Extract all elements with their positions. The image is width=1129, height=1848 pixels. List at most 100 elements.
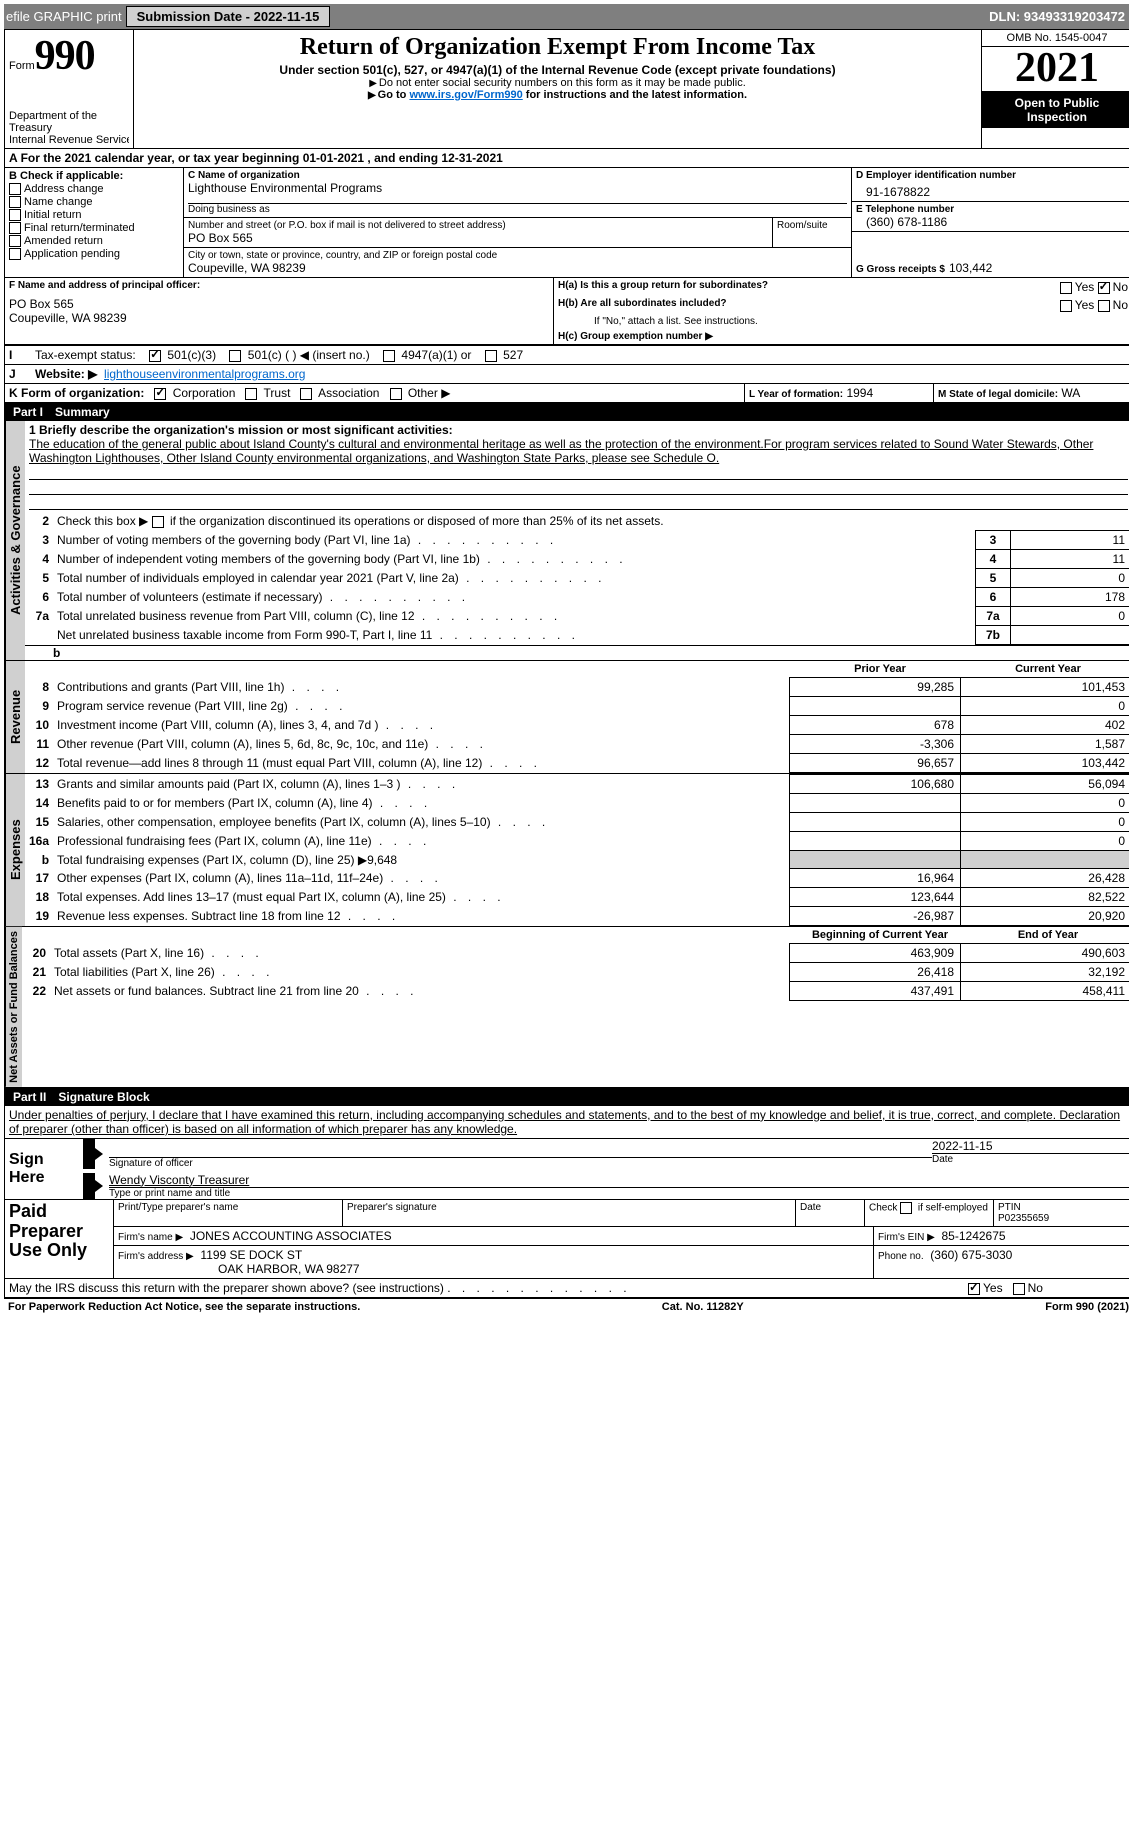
summary-line: 11Other revenue (Part VIII, column (A), … [25,735,1129,754]
header-right: OMB No. 1545-0047 2021 Open to Public In… [981,30,1129,148]
form-title: Return of Organization Exempt From Incom… [140,34,975,61]
ha-no: No [1113,280,1128,294]
discuss-yes: Yes [983,1281,1003,1295]
l-label: L Year of formation: [749,389,843,400]
dln-label: DLN: 93493319203472 [983,9,1129,24]
hc-label: H(c) Group exemption number ▶ [554,329,717,344]
ha-yes-checkbox[interactable] [1060,282,1072,294]
g-label: G Gross receipts $ [856,264,945,275]
opt-4947: 4947(a)(1) or [401,348,471,362]
checkbox-final-return[interactable] [9,222,21,234]
501c-checkbox[interactable] [229,350,241,362]
submission-date-button[interactable]: Submission Date - 2022-11-15 [126,6,331,27]
side-activities-governance: Activities & Governance [5,421,25,660]
checkbox-app-pending[interactable] [9,248,21,260]
sig-officer-label: Signature of officer [109,1158,932,1169]
open-public-badge: Open to Public Inspection [982,92,1129,128]
checkbox-amended[interactable] [9,235,21,247]
line2-checkbox[interactable] [152,516,164,528]
period-end: 12-31-2021 [441,151,502,165]
part-ii-label: Part II [13,1090,46,1104]
dba-label: Doing business as [188,204,847,215]
opt-501c: 501(c) ( ) ◀ (insert no.) [248,348,370,362]
tax-year: 2021 [982,47,1129,92]
period-begin: 01-01-2021 [303,151,364,165]
summary-line: 3Number of voting members of the governi… [25,531,1129,550]
checkbox-address-change[interactable] [9,183,21,195]
side-net-assets: Net Assets or Fund Balances [5,927,22,1087]
summary-line: 6Total number of volunteers (estimate if… [25,588,1129,607]
goto-pre: Go to [378,89,410,101]
section-b: B Check if applicable: Address change Na… [5,168,184,278]
527-checkbox[interactable] [485,350,497,362]
k-label: K Form of organization: [9,386,144,400]
form-subtitle: Under section 501(c), 527, or 4947(a)(1)… [140,63,975,77]
website-link[interactable]: lighthouseenvironmentalprograms.org [104,367,305,381]
corp-checkbox[interactable] [154,388,166,400]
firm-name: JONES ACCOUNTING ASSOCIATES [190,1229,392,1243]
summary-line: 15Salaries, other compensation, employee… [25,813,1129,832]
4947-checkbox[interactable] [383,350,395,362]
irs-link[interactable]: www.irs.gov/Form990 [409,89,522,101]
street-address: PO Box 565 [188,231,768,245]
summary-line: 7aTotal unrelated business revenue from … [25,607,1129,626]
checkbox-name-change[interactable] [9,196,21,208]
firm-phone-label: Phone no. [878,1251,924,1262]
state-domicile: WA [1061,386,1080,400]
col-current: Current Year [964,661,1129,677]
footer: For Paperwork Reduction Act Notice, see … [4,1299,1129,1315]
discuss-row: May the IRS discuss this return with the… [5,1279,1129,1298]
self-employed-checkbox[interactable] [900,1202,912,1214]
app-pending-label: Application pending [24,248,120,260]
k-l-m-row: K Form of organization: Corporation Trus… [5,384,1129,403]
opt-assoc: Association [318,386,379,400]
summary-line: 22Net assets or fund balances. Subtract … [22,982,1129,1001]
form-number: 990 [35,33,95,79]
city-state-zip: Coupeville, WA 98239 [188,261,847,275]
hb-yes-checkbox[interactable] [1060,300,1072,312]
org-info-block: B Check if applicable: Address change Na… [5,168,1129,278]
other-checkbox[interactable] [390,388,402,400]
year-formation: 1994 [846,386,873,400]
summary-line: 4Number of independent voting members of… [25,550,1129,569]
website-row: J Website: ▶ lighthouseenvironmentalprog… [5,365,1129,384]
summary-line: 13Grants and similar amounts paid (Part … [25,775,1129,794]
form-prefix: Form [9,60,35,72]
part-i-label: Part I [13,405,43,419]
officer-addr2: Coupeville, WA 98239 [9,311,549,325]
firm-ein: 85-1242675 [942,1229,1006,1243]
org-name: Lighthouse Environmental Programs [188,181,847,195]
ha-no-checkbox[interactable] [1098,282,1110,294]
opt-other: Other ▶ [408,386,451,400]
section-b-label: B Check if applicable: [9,170,179,182]
paid-preparer-block: Paid Preparer Use Only Print/Type prepar… [5,1200,1129,1279]
501c3-checkbox[interactable] [149,350,161,362]
opt-527: 527 [503,348,523,362]
discuss-yes-checkbox[interactable] [968,1283,980,1295]
check-self: Check if self-employed [865,1200,994,1226]
discuss-no-checkbox[interactable] [1013,1283,1025,1295]
paperwork-notice: For Paperwork Reduction Act Notice, see … [8,1301,360,1313]
summary-line: 21Total liabilities (Part X, line 26)26,… [22,963,1129,982]
checkbox-initial-return[interactable] [9,209,21,221]
summary-line: 16aProfessional fundraising fees (Part I… [25,832,1129,851]
line2: Check this box ▶ if the organization dis… [57,514,664,528]
part-ii-header: Part II Signature Block [5,1088,1129,1106]
efile-label: efile GRAPHIC print [6,9,122,24]
opt-trust: Trust [264,386,291,400]
firm-addr-label: Firm's address ▶ [118,1251,194,1262]
discuss-label: May the IRS discuss this return with the… [9,1281,444,1295]
mission-text: The education of the general public abou… [29,437,1128,465]
hb-no-checkbox[interactable] [1098,300,1110,312]
prep-date-label: Date [796,1200,865,1226]
assoc-checkbox[interactable] [300,388,312,400]
discuss-no: No [1028,1281,1043,1295]
e-label: E Telephone number [856,204,1128,215]
col-prior: Prior Year [796,661,964,677]
trust-checkbox[interactable] [245,388,257,400]
f-h-block: F Name and address of principal officer:… [5,278,1129,345]
opt-corp: Corporation [173,386,236,400]
irs-label: Internal Revenue Service [9,134,129,146]
ptin-label: PTIN [998,1202,1128,1213]
part-i-header: Part I Summary [5,403,1129,421]
